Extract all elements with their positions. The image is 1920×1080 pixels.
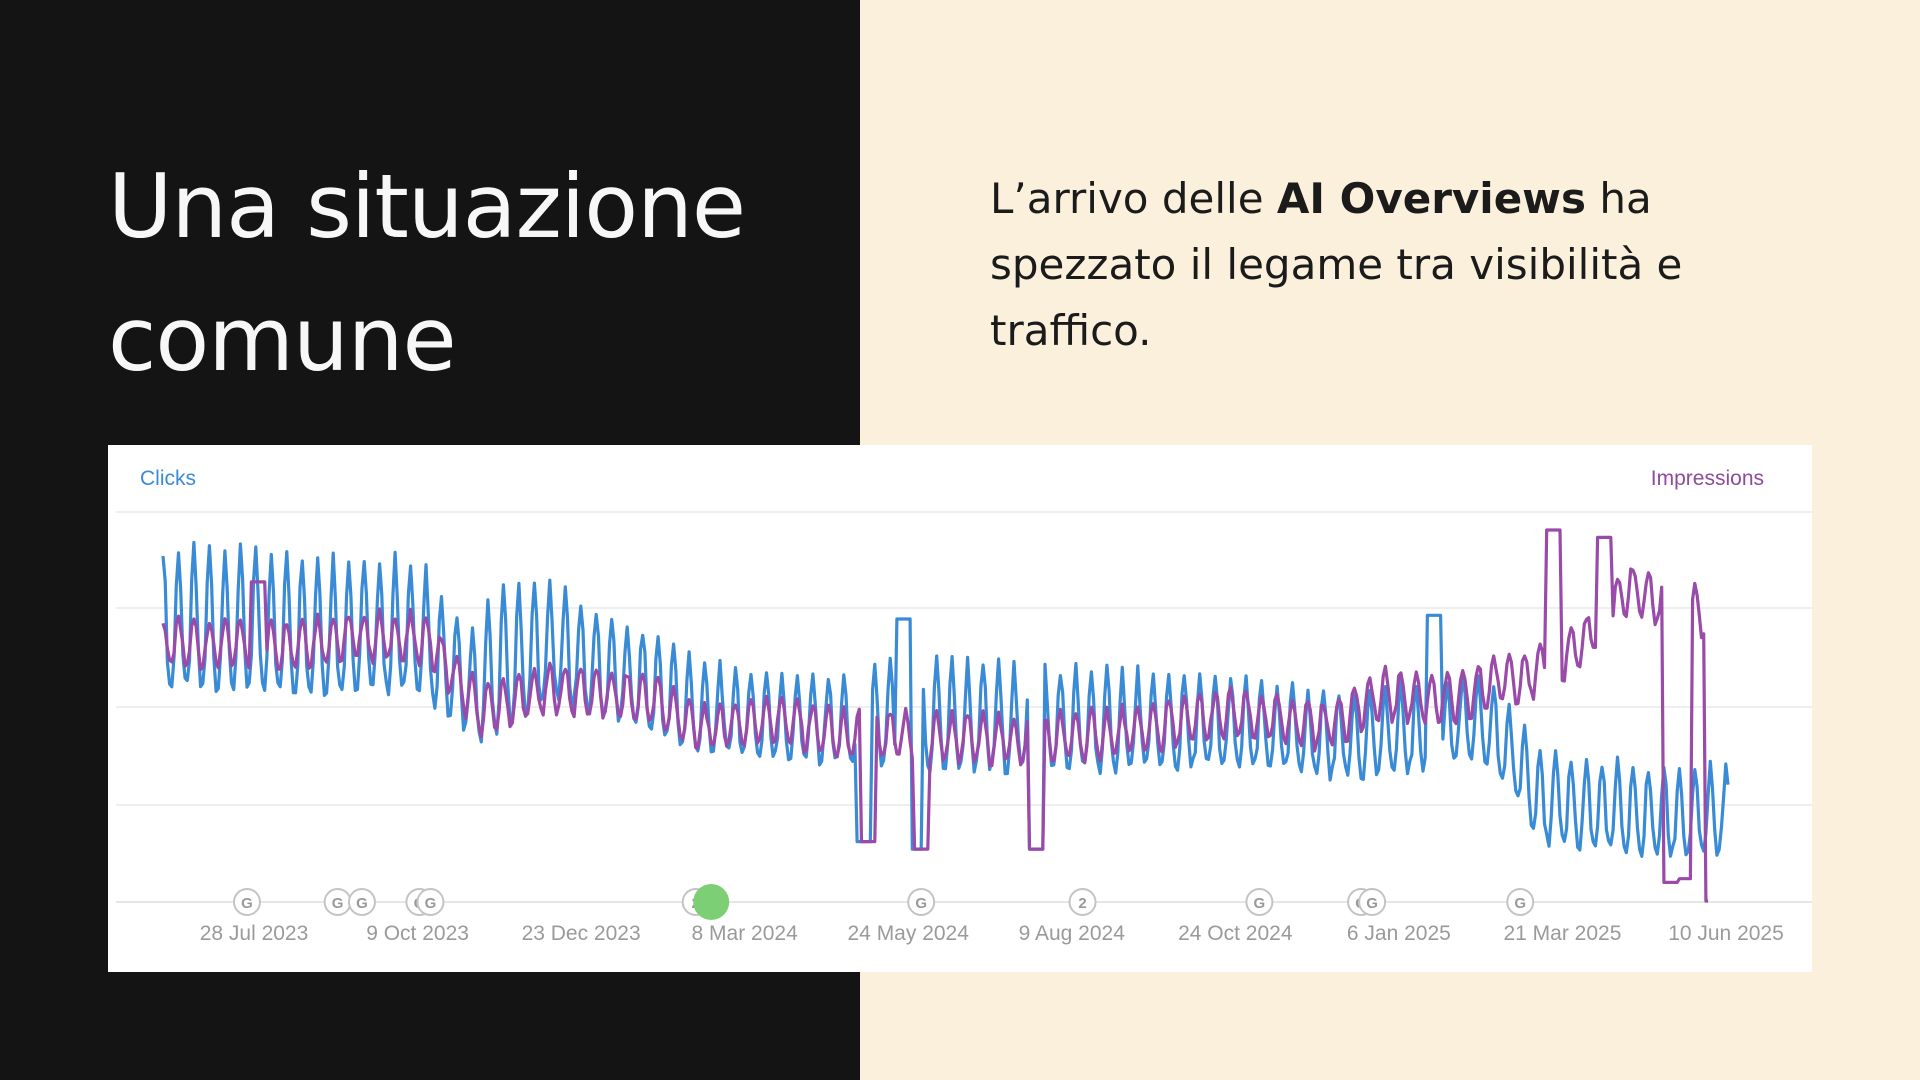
annotation-marker-label: G xyxy=(915,895,927,912)
annotation-marker-label: 2 xyxy=(1078,895,1086,912)
x-tick-label: 9 Aug 2024 xyxy=(1019,922,1126,945)
impressions-series-line xyxy=(161,528,1709,903)
annotation-marker-label: G xyxy=(1254,895,1266,912)
slide-title: Una situazione comune xyxy=(108,140,848,406)
annotation-marker xyxy=(416,888,445,916)
highlight-annotation-marker xyxy=(693,884,730,920)
x-tick-label: 8 Mar 2024 xyxy=(692,922,799,945)
annotation-marker xyxy=(1245,888,1274,916)
subtitle-text-after: ha spezzato il legame tra visibilità e t… xyxy=(990,174,1683,355)
search-performance-chart: Clicks Impressions GGGGG2G2GGGG 28 Jul 2… xyxy=(108,445,1812,972)
annotation-marker xyxy=(907,888,936,916)
annotation-marker-label: G xyxy=(356,895,368,912)
annotation-marker xyxy=(1068,888,1097,916)
x-tick-label: 21 Mar 2025 xyxy=(1503,922,1621,945)
chart-series xyxy=(161,528,1730,903)
x-tick-label: 24 Oct 2024 xyxy=(1178,922,1293,945)
subtitle-text-before: L’arrivo delle xyxy=(990,174,1277,223)
subtitle-highlight-ai-overviews: AI Overviews xyxy=(1276,174,1586,223)
annotation-marker xyxy=(1506,888,1535,916)
chart-x-axis-ticks: 28 Jul 2023 9 Oct 2023 23 Dec 2023 8 Mar 20… xyxy=(200,922,1784,945)
impressions-axis-label: Impressions xyxy=(1651,467,1764,490)
x-tick-label: 28 Jul 2023 xyxy=(200,922,309,945)
x-tick-label: 9 Oct 2023 xyxy=(366,922,469,945)
annotation-marker-label: G xyxy=(1366,895,1378,912)
chart-canvas: Clicks Impressions GGGGG2G2GGGG 28 Jul 2… xyxy=(116,467,1812,945)
clicks-axis-label: Clicks xyxy=(140,467,196,490)
annotation-marker xyxy=(232,888,261,916)
annotation-marker-label: G xyxy=(241,895,253,912)
clicks-series-line xyxy=(161,540,1730,858)
annotation-marker-label: G xyxy=(332,895,344,912)
slide-subtitle: L’arrivo delle AI Overviews ha spezzato … xyxy=(990,166,1770,364)
x-tick-label: 6 Jan 2025 xyxy=(1347,922,1451,945)
x-tick-label: 23 Dec 2023 xyxy=(522,922,641,945)
chart-annotation-markers: GGGGG2G2GGGG xyxy=(232,884,1535,920)
slide-title-line2: comune xyxy=(108,288,457,391)
annotation-marker-label: G xyxy=(1514,895,1526,912)
annotation-marker xyxy=(1358,888,1387,916)
annotation-marker-label: G xyxy=(425,895,437,912)
slide-title-line1: Una situazione xyxy=(108,155,746,258)
x-tick-label: 10 Jun 2025 xyxy=(1668,922,1784,945)
x-tick-label: 24 May 2024 xyxy=(848,922,970,945)
annotation-marker xyxy=(347,888,376,916)
